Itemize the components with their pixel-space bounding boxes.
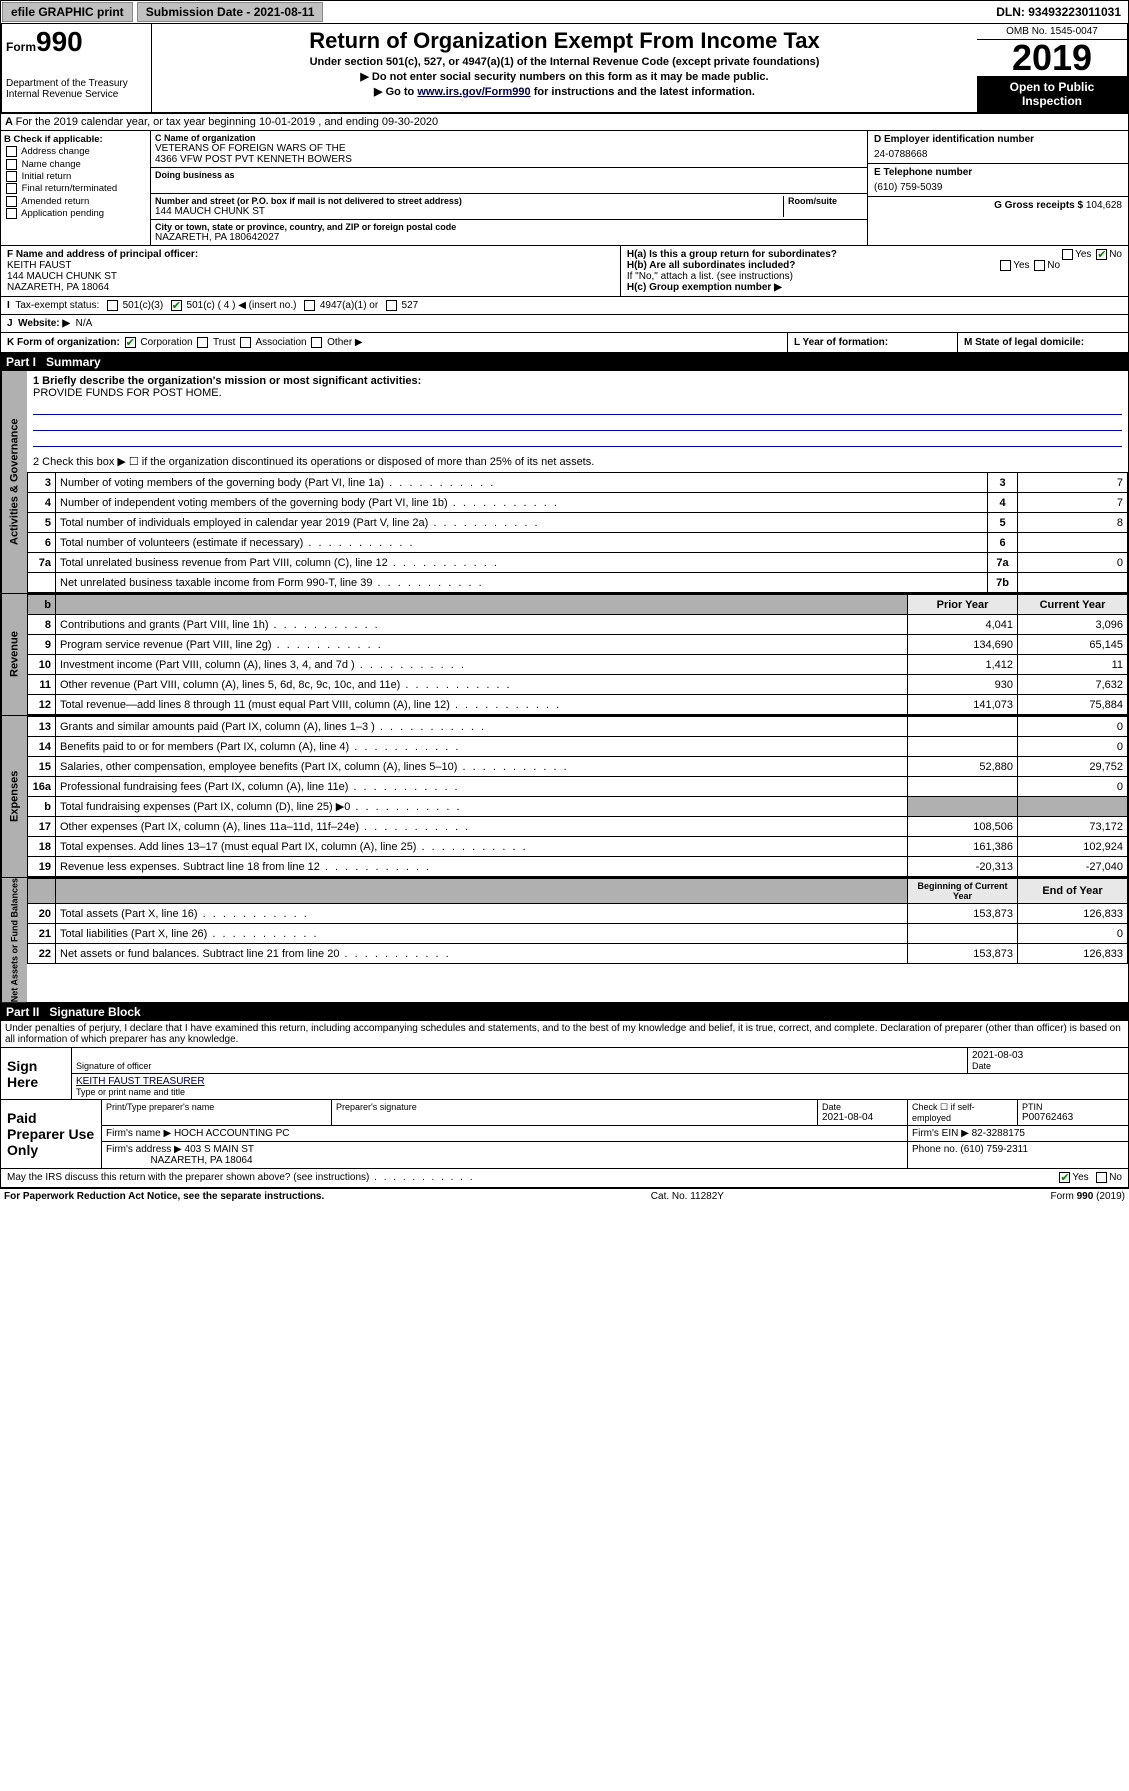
sign-here-block: Sign Here Signature of officer 2021-08-0… <box>0 1048 1129 1100</box>
paid-preparer-block: Paid Preparer Use Only Print/Type prepar… <box>0 1100 1129 1169</box>
revenue-section: Revenue bPrior YearCurrent Year8Contribu… <box>0 594 1129 716</box>
irs-link[interactable]: www.irs.gov/Form990 <box>417 86 530 98</box>
form-header: Form990 Department of the Treasury Inter… <box>0 24 1129 114</box>
box-b-checks: B Check if applicable: Address change Na… <box>1 131 151 245</box>
side-activities: Activities & Governance <box>1 371 27 593</box>
efile-topbar: efile GRAPHIC print Submission Date - 20… <box>0 0 1129 24</box>
perjury-text: Under penalties of perjury, I declare th… <box>0 1021 1129 1048</box>
sub-ssn: ▶ Do not enter social security numbers o… <box>156 70 973 83</box>
paid-preparer-label: Paid Preparer Use Only <box>1 1100 101 1168</box>
summary-top-table: 3Number of voting members of the governi… <box>27 472 1128 593</box>
sub-section: Under section 501(c), 527, or 4947(a)(1)… <box>156 56 973 68</box>
discuss-row: May the IRS discuss this return with the… <box>0 1169 1129 1187</box>
activities-governance-section: Activities & Governance 1 Briefly descri… <box>0 371 1129 594</box>
side-revenue: Revenue <box>1 594 27 715</box>
expenses-section: Expenses 13Grants and similar amounts pa… <box>0 716 1129 878</box>
netassets-table: Beginning of Current YearEnd of Year20To… <box>27 878 1128 964</box>
tax-period-row: A For the 2019 calendar year, or tax yea… <box>0 114 1129 131</box>
footer-row: For Paperwork Reduction Act Notice, see … <box>0 1188 1129 1204</box>
revenue-table: bPrior YearCurrent Year8Contributions an… <box>27 594 1128 715</box>
netassets-section: Net Assets or Fund Balances Beginning of… <box>0 878 1129 1003</box>
dept-treasury: Department of the Treasury Internal Reve… <box>6 78 147 100</box>
org-info-block: B Check if applicable: Address change Na… <box>0 131 1129 246</box>
side-expenses: Expenses <box>1 716 27 877</box>
website-row: J Website: ▶ N/A <box>0 315 1129 333</box>
form-number: Form990 <box>6 26 147 58</box>
submission-date-button[interactable]: Submission Date - 2021-08-11 <box>137 2 324 22</box>
form-footer: Form 990 (2019) <box>1051 1191 1125 1202</box>
open-public-badge: Open to Public Inspection <box>977 76 1127 112</box>
part1-bar: Part ISummary <box>0 353 1129 371</box>
expenses-table: 13Grants and similar amounts paid (Part … <box>27 716 1128 877</box>
box-c-nameaddr: C Name of organization VETERANS OF FOREI… <box>151 131 868 245</box>
tax-status-row: I Tax-exempt status: 501(c)(3) 501(c) ( … <box>0 297 1129 315</box>
officer-group-row: F Name and address of principal officer:… <box>0 246 1129 297</box>
sub-link-line: ▶ Go to www.irs.gov/Form990 for instruct… <box>156 85 973 98</box>
box-de-ids: D Employer identification number 24-0788… <box>868 131 1128 245</box>
form-title: Return of Organization Exempt From Incom… <box>156 28 973 54</box>
efile-print-button[interactable]: efile GRAPHIC print <box>2 2 133 22</box>
part2-bar: Part IISignature Block <box>0 1003 1129 1021</box>
tax-year: 2019 <box>977 40 1127 76</box>
sign-here-label: Sign Here <box>1 1048 71 1099</box>
dln-label: DLN: 93493223011031 <box>996 5 1127 19</box>
side-netassets: Net Assets or Fund Balances <box>1 878 27 1002</box>
klm-row: K Form of organization: Corporation Trus… <box>0 333 1129 353</box>
